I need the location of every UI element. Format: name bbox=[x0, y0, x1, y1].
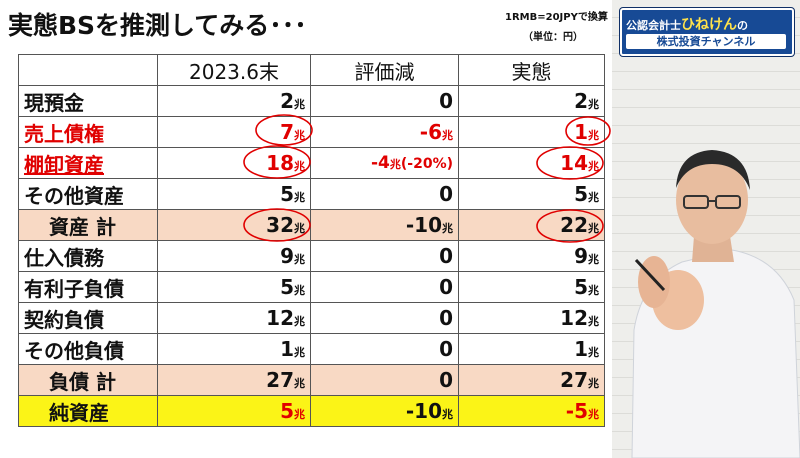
unit: 兆 bbox=[588, 129, 599, 142]
value-writedown: -10 bbox=[405, 399, 442, 423]
value-2023: 5 bbox=[280, 399, 294, 423]
unit: 兆 bbox=[588, 377, 599, 390]
unit: 兆 bbox=[588, 253, 599, 266]
value-2023: 2 bbox=[280, 89, 294, 113]
fx-note: 1RMB=20JPYで換算 bbox=[505, 12, 608, 23]
value-writedown: 0 bbox=[310, 178, 459, 210]
value-actual: 14 bbox=[560, 151, 588, 175]
table-row: その他負債 1兆 0 1兆 bbox=[18, 333, 605, 365]
unit: 兆 bbox=[588, 315, 599, 328]
channel-subtitle: 株式投資チャンネル bbox=[626, 34, 786, 49]
unit: 兆 bbox=[294, 315, 305, 328]
table-row: その他資産 5兆 0 5兆 bbox=[18, 178, 605, 210]
unit: 兆 bbox=[588, 408, 599, 421]
writedown-note: (-20%) bbox=[400, 156, 453, 172]
balance-sheet-table: 2023.6末 評価減 実態 現預金 2兆 0 2兆 売上債権 7兆 -6兆 1… bbox=[18, 54, 605, 427]
value-2023: 9 bbox=[280, 244, 294, 268]
row-label: 資産 計 bbox=[18, 209, 158, 241]
unit: 兆 bbox=[294, 408, 305, 421]
unit: 兆 bbox=[294, 129, 305, 142]
unit: 兆 bbox=[442, 222, 453, 235]
table-row: 契約負債 12兆 0 12兆 bbox=[18, 302, 605, 334]
row-label: その他負債 bbox=[18, 333, 158, 365]
value-2023: 5 bbox=[280, 182, 294, 206]
unit: 兆 bbox=[294, 222, 305, 235]
unit: 兆 bbox=[588, 191, 599, 204]
table-row: 仕入債務 9兆 0 9兆 bbox=[18, 240, 605, 272]
value-2023: 7 bbox=[280, 120, 294, 144]
value-writedown: -10 bbox=[405, 213, 442, 237]
value-actual: 1 bbox=[574, 337, 588, 361]
table-row-subtotal: 負債 計 27兆 0 27兆 bbox=[18, 364, 605, 396]
unit: 兆 bbox=[294, 160, 305, 173]
video-panel bbox=[612, 0, 800, 458]
channel-logo: 公認会計士ひねけんの 株式投資チャンネル bbox=[620, 8, 794, 56]
row-label: その他資産 bbox=[18, 178, 158, 210]
value-writedown: 0 bbox=[310, 364, 459, 396]
value-actual: 5 bbox=[574, 275, 588, 299]
table-row: 有利子負債 5兆 0 5兆 bbox=[18, 271, 605, 303]
value-actual: 2 bbox=[574, 89, 588, 113]
value-2023: 5 bbox=[280, 275, 294, 299]
row-label: 現預金 bbox=[18, 85, 158, 117]
table-row: 現預金 2兆 0 2兆 bbox=[18, 85, 605, 117]
value-actual: 1 bbox=[574, 120, 588, 144]
value-actual: 22 bbox=[560, 213, 588, 237]
unit: 兆 bbox=[588, 160, 599, 173]
value-actual: 27 bbox=[560, 368, 588, 392]
value-writedown: -6 bbox=[419, 120, 442, 144]
table-row-net-assets: 純資産 5兆 -10兆 -5兆 bbox=[18, 395, 605, 427]
header-actual: 実態 bbox=[458, 54, 605, 86]
unit: 兆 bbox=[294, 284, 305, 297]
unit: 兆 bbox=[588, 284, 599, 297]
table-row-subtotal: 資産 計 32兆 -10兆 22兆 bbox=[18, 209, 605, 241]
unit: 兆 bbox=[389, 158, 401, 171]
value-2023: 12 bbox=[266, 306, 294, 330]
row-label: 契約負債 bbox=[18, 302, 158, 334]
header-writedown: 評価減 bbox=[310, 54, 459, 86]
presenter-silhouette bbox=[631, 150, 800, 458]
value-writedown: 0 bbox=[310, 271, 459, 303]
unit-note: （単位：円） bbox=[523, 32, 583, 43]
row-label: 負債 計 bbox=[18, 364, 158, 396]
value-actual: -5 bbox=[565, 399, 588, 423]
unit: 兆 bbox=[294, 98, 305, 111]
row-label: 棚卸資産 bbox=[24, 152, 104, 177]
value-actual: 12 bbox=[560, 306, 588, 330]
value-writedown: 0 bbox=[310, 240, 459, 272]
unit: 兆 bbox=[588, 222, 599, 235]
row-label: 有利子負債 bbox=[18, 271, 158, 303]
slide-title: 実態BSを推測してみる･･･ bbox=[8, 11, 307, 40]
channel-name-prefix: 公認会計士 bbox=[626, 19, 681, 32]
unit: 兆 bbox=[294, 346, 305, 359]
channel-name-suffix: の bbox=[737, 19, 748, 32]
unit: 兆 bbox=[442, 408, 453, 421]
unit: 兆 bbox=[294, 191, 305, 204]
value-2023: 32 bbox=[266, 213, 294, 237]
row-label: 売上債権 bbox=[18, 116, 158, 148]
channel-name: ひねけん bbox=[681, 17, 737, 33]
value-actual: 9 bbox=[574, 244, 588, 268]
value-2023: 1 bbox=[280, 337, 294, 361]
row-label: 純資産 bbox=[18, 395, 158, 427]
header-blank bbox=[18, 54, 158, 86]
value-actual: 5 bbox=[574, 182, 588, 206]
value-writedown: 0 bbox=[310, 333, 459, 365]
unit: 兆 bbox=[588, 98, 599, 111]
value-2023: 18 bbox=[266, 151, 294, 175]
unit: 兆 bbox=[294, 377, 305, 390]
value-writedown: 0 bbox=[310, 302, 459, 334]
unit: 兆 bbox=[442, 129, 453, 142]
row-label: 仕入債務 bbox=[18, 240, 158, 272]
value-writedown: -4 bbox=[370, 153, 390, 173]
slide: 実態BSを推測してみる･･･ 1RMB=20JPYで換算 （単位：円） 2023… bbox=[0, 0, 612, 458]
unit: 兆 bbox=[588, 346, 599, 359]
table-row: 棚卸資産 18兆 -4兆(-20%) 14兆 bbox=[18, 147, 605, 179]
table-row: 売上債権 7兆 -6兆 1兆 bbox=[18, 116, 605, 148]
table-header-row: 2023.6末 評価減 実態 bbox=[18, 54, 605, 86]
value-2023: 27 bbox=[266, 368, 294, 392]
unit: 兆 bbox=[294, 253, 305, 266]
value-writedown: 0 bbox=[310, 85, 459, 117]
header-2023: 2023.6末 bbox=[157, 54, 311, 86]
